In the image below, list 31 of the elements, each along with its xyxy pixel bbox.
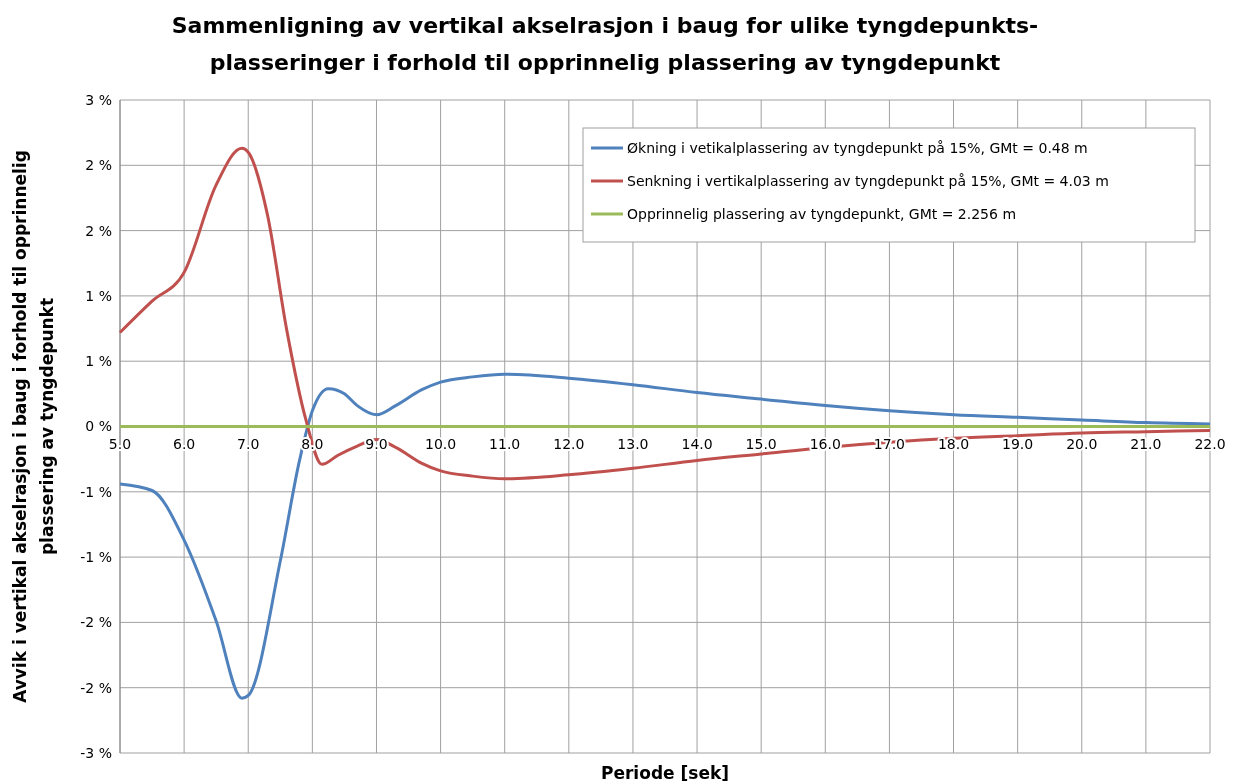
x-tick-label: 14.0: [681, 435, 713, 452]
x-tick-label: 12.0: [553, 435, 585, 452]
y-axis-title: Avvik i vertikal akselrasjon i baug i forhold til opprinnelig plassering av tyngdepunkt: [10, 150, 57, 703]
x-tick-label: 5.0: [108, 435, 132, 452]
x-tick-label: 19.0: [1002, 435, 1034, 452]
y-tick-label: -1 %: [80, 483, 112, 500]
x-tick-label: 18.0: [937, 435, 970, 452]
x-tick-label: 20.0: [1066, 435, 1098, 452]
x-tick-label: 7.0: [237, 435, 260, 452]
y-tick-label: 1 %: [85, 353, 112, 370]
x-tick-label: 10.0: [425, 435, 457, 452]
x-tick-label: 6.0: [172, 435, 196, 452]
y-tick-label: -2 %: [80, 614, 112, 631]
legend-label: Opprinnelig plassering av tyngdepunkt, GMt = 2.256 m: [627, 205, 1017, 222]
x-tick-label: 15.0: [745, 435, 777, 452]
x-tick-label: 13.0: [617, 435, 649, 452]
x-tick-label: 11.0: [489, 435, 521, 452]
x-tick-label: 21.0: [1130, 435, 1162, 452]
y-tick-label: 1 %: [85, 287, 112, 304]
y-tick-label: 2 %: [85, 222, 112, 239]
legend-label: Senkning i vertikalplassering av tyngdepunkt på 15%, GMt = 4.03 m: [627, 172, 1109, 189]
x-tick-label: 22.0: [1194, 435, 1226, 452]
y-tick-label: 3 %: [85, 91, 112, 108]
chart-title: Sammenligning av vertikal akselrasjon i baug for ulike tyngdepunkts- plasseringer i forhold til opprinnelig plassering av tyngdepunkt: [171, 13, 1039, 75]
y-tick-label: -2 %: [80, 679, 112, 696]
y-tick-label: -1 %: [80, 549, 112, 565]
y-tick-label: -3 %: [80, 744, 112, 761]
y-tick-label: 2 %: [85, 157, 112, 174]
x-axis-title: Periode [sek]: [601, 763, 729, 783]
legend-label: Økning i vetikalplassering av tyngdepunkt på 15%, GMt = 0.48 m: [627, 139, 1088, 156]
y-tick-label: 0 %: [85, 418, 112, 435]
